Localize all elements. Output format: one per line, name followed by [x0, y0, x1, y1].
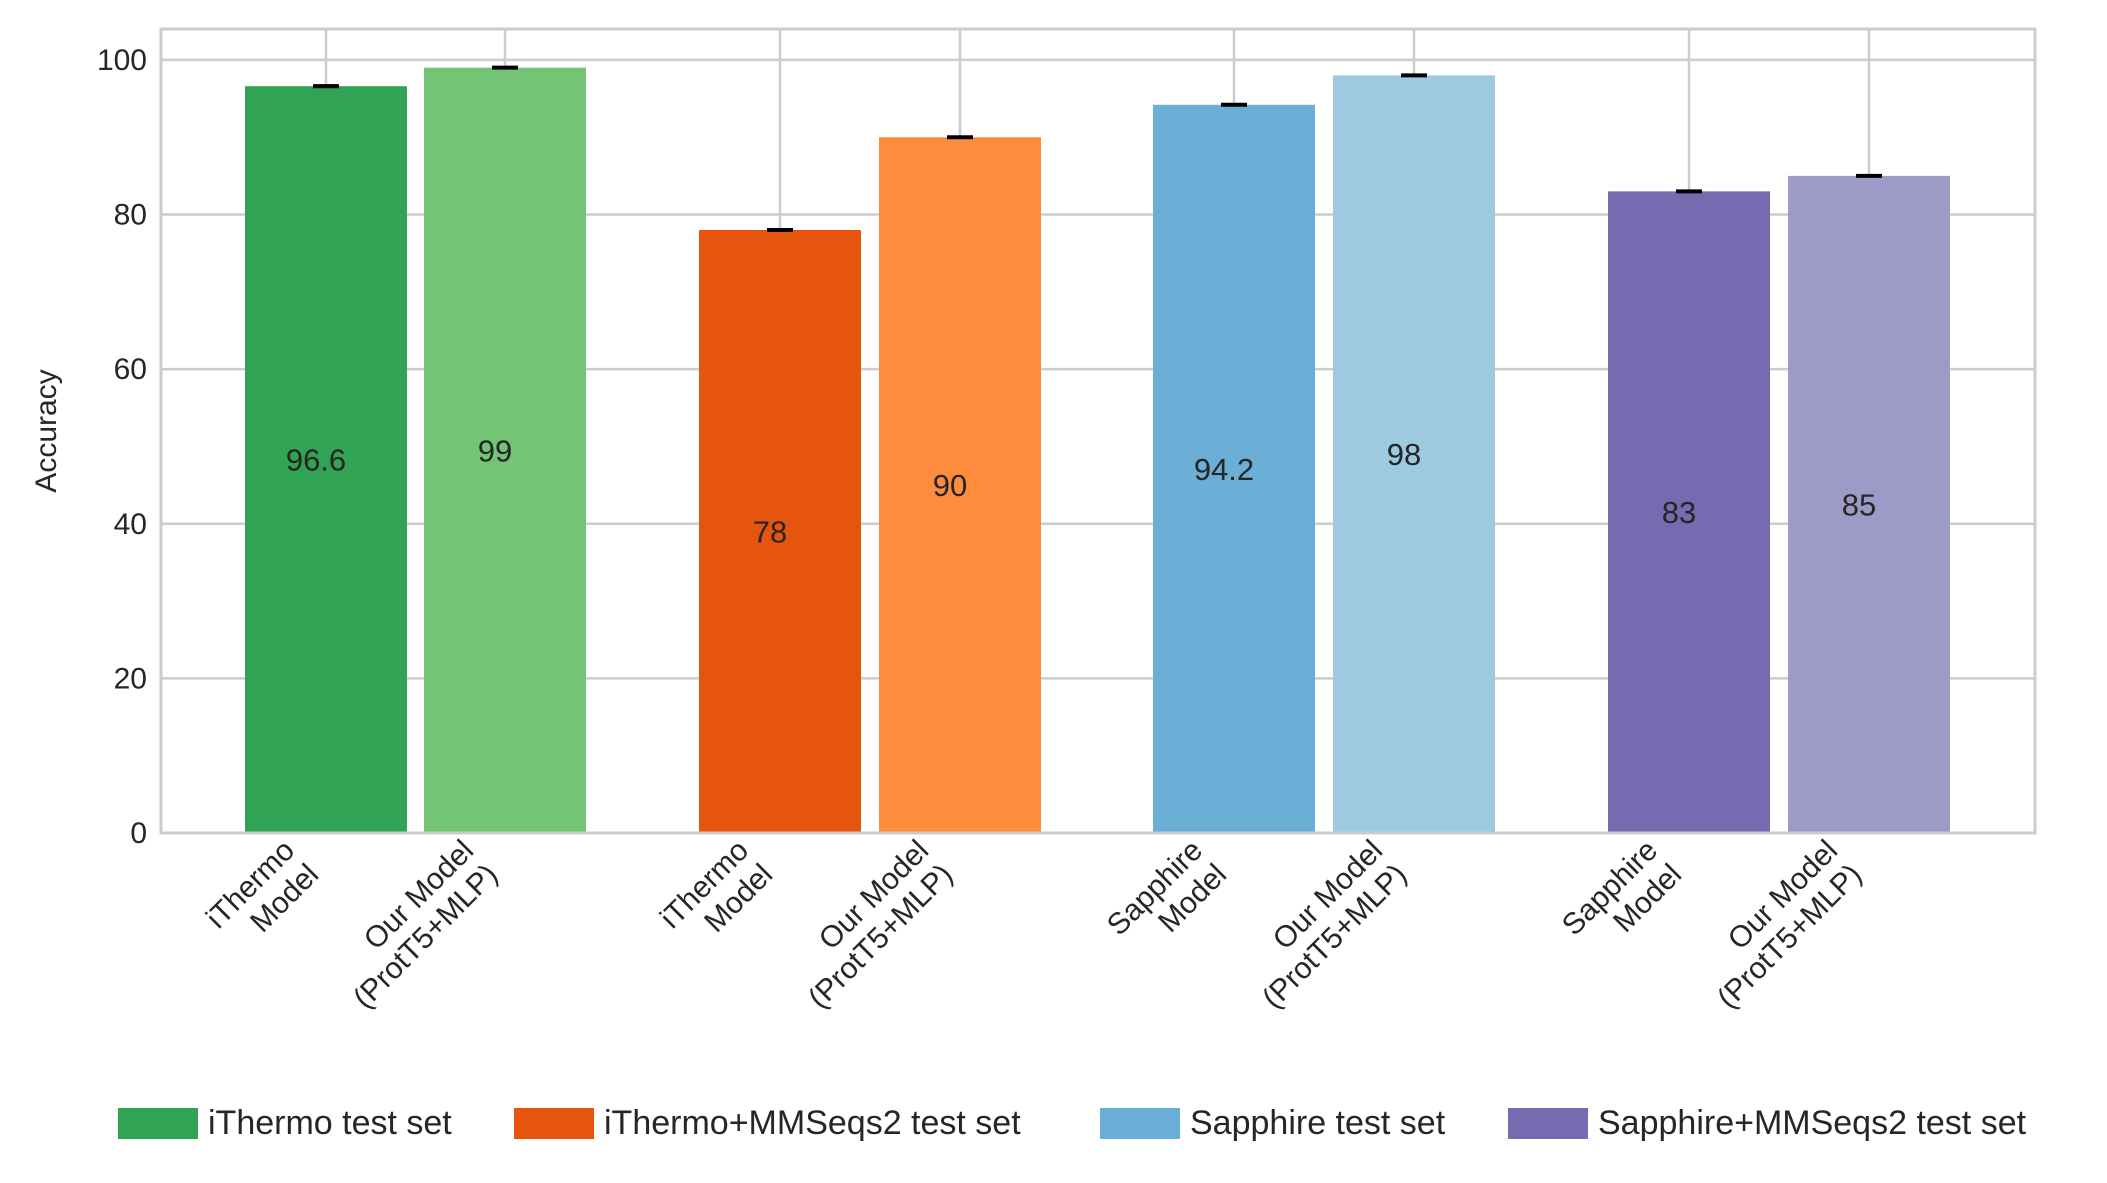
bar — [1608, 191, 1770, 833]
bar — [879, 137, 1041, 833]
bar-value-label: 96.6 — [286, 443, 346, 478]
legend-label: Sapphire+MMSeqs2 test set — [1598, 1104, 2027, 1142]
error-bars — [313, 65, 1882, 233]
bar-value-label: 90 — [933, 468, 967, 503]
y-tick-label: 80 — [114, 199, 147, 232]
data-labels: 96.6 99 78 90 94.2 98 83 85 — [286, 433, 1876, 549]
x-tick-label: SapphireModel — [1101, 834, 1233, 966]
bar-value-label: 94.2 — [1194, 452, 1254, 487]
bar — [1788, 175, 1950, 833]
x-axis-ticks: iThermoModel Our Model(ProtT5+MLP) iThermo… — [200, 834, 1868, 1015]
bar-value-label: 85 — [1842, 487, 1876, 522]
legend-swatch — [514, 1108, 594, 1139]
y-axis-label: Accuracy — [30, 369, 63, 492]
legend-label: iThermo test set — [208, 1104, 452, 1142]
x-tick-label: iThermoModel — [200, 834, 325, 959]
y-tick-label: 20 — [114, 662, 147, 695]
x-tick-label: Our Model(ProtT5+MLP) — [1232, 834, 1413, 1015]
y-axis-ticks: 0 20 40 60 80 100 — [97, 44, 147, 850]
x-tick-label: Our Model(ProtT5+MLP) — [323, 834, 504, 1015]
x-tick-label: SapphireModel — [1556, 834, 1688, 966]
bar — [1153, 104, 1315, 833]
legend-swatch — [118, 1108, 198, 1139]
bar — [1333, 75, 1495, 833]
bar — [699, 230, 861, 833]
legend-label: iThermo+MMSeqs2 test set — [604, 1104, 1021, 1142]
bar-value-label: 98 — [1387, 437, 1421, 472]
legend-swatch — [1100, 1108, 1180, 1139]
x-tick-label: iThermoModel — [654, 834, 779, 959]
legend-swatch — [1508, 1108, 1588, 1139]
y-tick-label: 0 — [130, 817, 147, 850]
bar-value-label: 78 — [753, 515, 787, 550]
bar — [424, 67, 586, 833]
y-tick-label: 40 — [114, 508, 147, 541]
y-tick-label: 60 — [114, 353, 147, 386]
y-tick-label: 100 — [97, 44, 147, 77]
legend-label: Sapphire test set — [1190, 1104, 1446, 1142]
bar — [245, 86, 407, 833]
legend: iThermo test set iThermo+MMSeqs2 test set… — [118, 1104, 2027, 1142]
x-tick-label: Our Model(ProtT5+MLP) — [1687, 834, 1868, 1015]
bar-value-label: 83 — [1662, 495, 1696, 530]
x-tick-label: Our Model(ProtT5+MLP) — [778, 834, 959, 1015]
bar-value-label: 99 — [478, 433, 512, 468]
plot-frame — [159, 27, 2037, 835]
bars — [245, 67, 1950, 833]
